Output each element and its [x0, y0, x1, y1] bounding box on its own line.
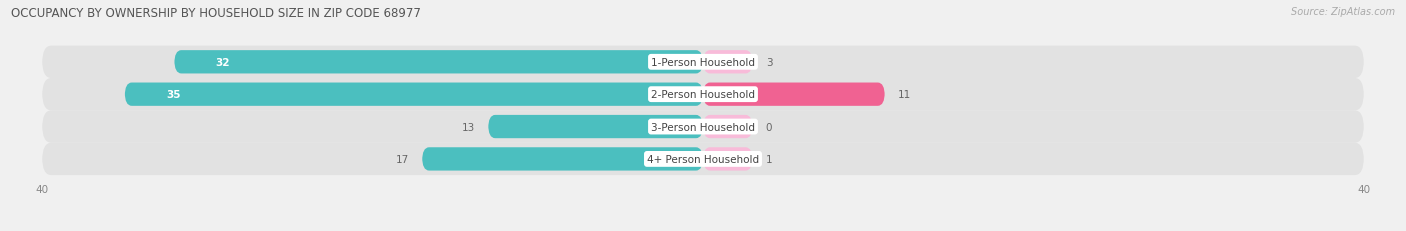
- FancyBboxPatch shape: [42, 143, 1364, 175]
- FancyBboxPatch shape: [703, 116, 752, 139]
- Text: 35: 35: [166, 90, 180, 100]
- FancyBboxPatch shape: [125, 83, 703, 106]
- Text: 13: 13: [461, 122, 475, 132]
- Text: 2-Person Household: 2-Person Household: [651, 90, 755, 100]
- Text: Source: ZipAtlas.com: Source: ZipAtlas.com: [1291, 7, 1395, 17]
- FancyBboxPatch shape: [703, 148, 752, 171]
- Text: 0: 0: [766, 122, 772, 132]
- Text: 11: 11: [898, 90, 911, 100]
- Text: 1: 1: [766, 154, 772, 164]
- Text: 4+ Person Household: 4+ Person Household: [647, 154, 759, 164]
- Legend: Owner-occupied, Renter-occupied: Owner-occupied, Renter-occupied: [595, 229, 811, 231]
- Text: 3-Person Household: 3-Person Household: [651, 122, 755, 132]
- Text: 3: 3: [766, 58, 772, 67]
- FancyBboxPatch shape: [703, 51, 752, 74]
- FancyBboxPatch shape: [42, 111, 1364, 143]
- Text: 17: 17: [395, 154, 409, 164]
- FancyBboxPatch shape: [42, 79, 1364, 111]
- FancyBboxPatch shape: [422, 148, 703, 171]
- Text: 32: 32: [215, 58, 231, 67]
- Text: OCCUPANCY BY OWNERSHIP BY HOUSEHOLD SIZE IN ZIP CODE 68977: OCCUPANCY BY OWNERSHIP BY HOUSEHOLD SIZE…: [11, 7, 422, 20]
- FancyBboxPatch shape: [42, 46, 1364, 79]
- FancyBboxPatch shape: [488, 116, 703, 139]
- Text: 1-Person Household: 1-Person Household: [651, 58, 755, 67]
- FancyBboxPatch shape: [703, 83, 884, 106]
- FancyBboxPatch shape: [174, 51, 703, 74]
